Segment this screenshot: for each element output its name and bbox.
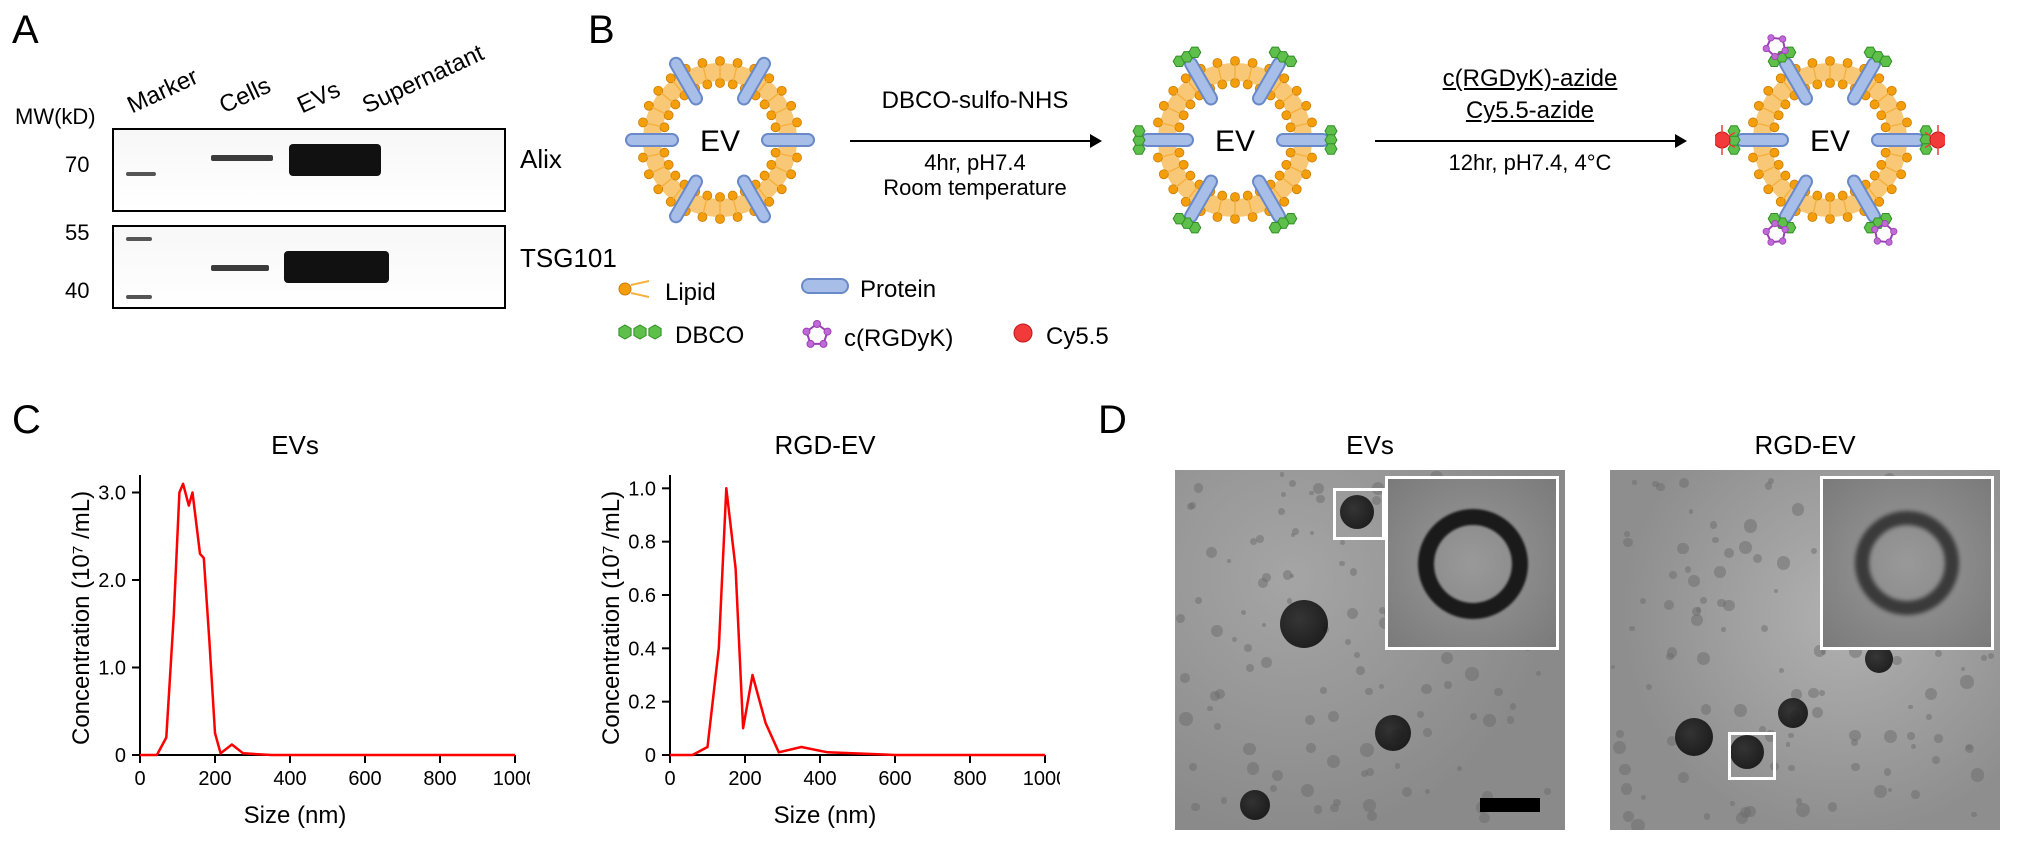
mw-mark: 55	[65, 220, 89, 246]
legend-item-dbco: DBCO	[615, 320, 744, 351]
svg-text:0.2: 0.2	[628, 692, 656, 714]
panel-label-d: D	[1098, 398, 1127, 443]
tem-image-rgd-ev	[1610, 470, 2000, 830]
lane-label: EVs	[293, 76, 345, 120]
svg-text:400: 400	[803, 768, 836, 790]
panel-label-c: C	[12, 398, 41, 443]
x-axis-label: Size (nm)	[590, 802, 1060, 830]
figure-root: A B C D MW(kD) Marker Cells EVs Supernat…	[0, 0, 2040, 857]
svg-text:200: 200	[198, 768, 231, 790]
rgd-icon	[800, 320, 834, 357]
svg-text:800: 800	[953, 768, 986, 790]
panel-b: EV EV EV DBCO-sulfo-NHS 4hr, pH7.4 Room …	[615, 25, 1555, 355]
legend-text: DBCO	[675, 322, 744, 350]
chart-rgd-ev: 0 200 400 600 800 1000 0 0.2 0.4 0.6 0.8 1.0 RGD-EV C…	[590, 430, 1060, 830]
svg-text:800: 800	[423, 768, 456, 790]
panel-label-a: A	[12, 8, 39, 53]
svg-text:0.8: 0.8	[628, 532, 656, 554]
tem-title: EVs	[1175, 430, 1565, 461]
lane-label: Cells	[215, 72, 275, 120]
chart-evs: 0 200 400 600 800 1000 0 1.0 2.0 3.0 EVs Concentrat…	[60, 430, 530, 830]
mw-mark: 70	[65, 152, 89, 178]
y-axis-label: Concentration (10⁷ /mL)	[68, 491, 96, 745]
y-axis-label: Concentration (10⁷ /mL)	[598, 491, 626, 745]
mw-header: MW(kD)	[15, 104, 96, 130]
lane-label: Marker	[123, 63, 203, 120]
legend-item-protein: Protein	[800, 275, 936, 304]
reaction-label: c(RGDyK)-azide	[1375, 65, 1685, 93]
protein-name: TSG101	[520, 243, 617, 274]
protein-name: Alix	[520, 144, 562, 175]
ev-label: EV	[700, 125, 740, 159]
ev-label: EV	[1215, 125, 1255, 159]
legend-text: c(RGDyK)	[844, 325, 953, 353]
scale-bar	[1480, 798, 1540, 812]
svg-text:0: 0	[645, 745, 656, 767]
dbco-icon	[615, 320, 665, 351]
mw-mark: 40	[65, 278, 89, 304]
svg-text:600: 600	[878, 768, 911, 790]
svg-text:3.0: 3.0	[98, 483, 126, 505]
blot-tsg101	[112, 225, 506, 309]
reaction-label: Cy5.5-azide	[1375, 97, 1685, 125]
legend-item-rgd: c(RGDyK)	[800, 320, 953, 357]
chart-title: RGD-EV	[590, 430, 1060, 461]
svg-text:0.4: 0.4	[628, 638, 656, 660]
svg-text:0: 0	[664, 768, 675, 790]
ev-label: EV	[1810, 125, 1850, 159]
svg-text:1000: 1000	[1023, 768, 1060, 790]
reaction-label: DBCO-sulfo-NHS	[850, 87, 1100, 115]
legend-text: Cy5.5	[1046, 323, 1109, 351]
blot-alix	[112, 128, 506, 212]
svg-text:600: 600	[348, 768, 381, 790]
svg-text:0: 0	[134, 768, 145, 790]
svg-text:1.0: 1.0	[628, 478, 656, 500]
svg-text:0.6: 0.6	[628, 585, 656, 607]
svg-text:400: 400	[273, 768, 306, 790]
reaction-cond: 12hr, pH7.4, 4°C	[1375, 150, 1685, 176]
lipid-icon	[615, 275, 655, 310]
svg-text:200: 200	[728, 768, 761, 790]
chart-title: EVs	[60, 430, 530, 461]
svg-text:1.0: 1.0	[98, 658, 126, 680]
legend-text: Protein	[860, 276, 936, 304]
legend-item-lipid: Lipid	[615, 275, 716, 310]
reaction-arrow-1	[850, 140, 1100, 142]
svg-text:1000: 1000	[493, 768, 530, 790]
svg-text:0: 0	[115, 745, 126, 767]
tem-title: RGD-EV	[1610, 430, 2000, 461]
reaction-cond: 4hr, pH7.4	[850, 150, 1100, 176]
protein-icon	[800, 275, 850, 304]
reaction-arrow-2	[1375, 140, 1685, 142]
panel-a: MW(kD) Marker Cells EVs Supernatant 70 A…	[35, 50, 565, 300]
x-axis-label: Size (nm)	[60, 802, 530, 830]
legend-item-cy: Cy5.5	[1010, 320, 1109, 353]
cy-icon	[1010, 320, 1036, 353]
reaction-cond: Room temperature	[850, 175, 1100, 201]
lane-label: Supernatant	[358, 39, 488, 120]
legend-text: Lipid	[665, 279, 716, 307]
tem-image-evs	[1175, 470, 1565, 830]
svg-text:2.0: 2.0	[98, 570, 126, 592]
